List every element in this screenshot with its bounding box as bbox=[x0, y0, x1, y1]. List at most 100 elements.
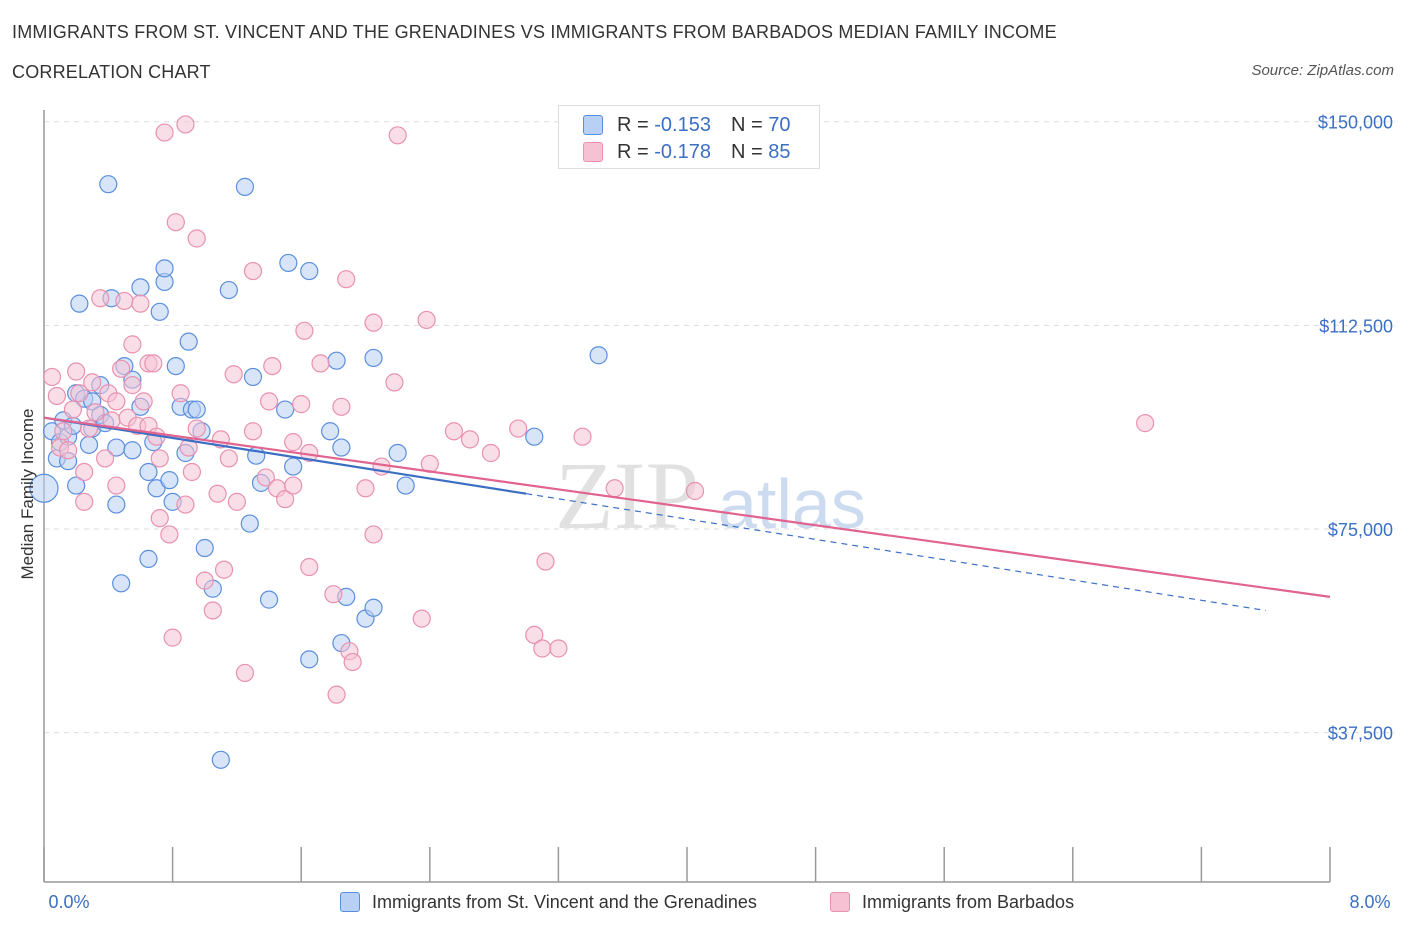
blue-trend-line bbox=[43, 416, 527, 495]
trend-layer bbox=[43, 416, 1331, 612]
legend-row-series1: R = -0.153 N = 70 bbox=[583, 112, 790, 138]
pink-point bbox=[134, 392, 153, 411]
bottom-legend-series2: Immigrants from Barbados bbox=[830, 889, 1074, 915]
blue-point bbox=[300, 261, 319, 281]
y-axis-title: Median Family Income bbox=[18, 408, 37, 579]
pink-point bbox=[364, 525, 383, 544]
pink-point bbox=[536, 552, 555, 571]
blue-point bbox=[150, 302, 169, 321]
pink-point bbox=[182, 462, 201, 482]
pink-point bbox=[460, 430, 480, 449]
pink-point bbox=[284, 433, 303, 452]
blue-point bbox=[139, 462, 158, 482]
legend-r-value: -0.153 bbox=[654, 113, 711, 136]
blue-point bbox=[160, 471, 179, 490]
blue-point bbox=[240, 514, 259, 533]
blue-point bbox=[525, 427, 544, 446]
pink-point bbox=[176, 115, 195, 134]
bottom-legend-label: Immigrants from Barbados bbox=[862, 891, 1075, 912]
pink-point bbox=[208, 484, 227, 503]
pink-point bbox=[91, 289, 110, 308]
legend-n-label: N = bbox=[730, 113, 763, 136]
pink-point bbox=[47, 386, 66, 406]
watermark: ZIP atlas bbox=[555, 442, 866, 549]
legend-swatch-blue bbox=[583, 115, 603, 135]
pink-point bbox=[70, 384, 89, 403]
x-tick-label: 8.0% bbox=[1349, 892, 1390, 912]
blue-point bbox=[589, 346, 608, 365]
pink-point bbox=[263, 356, 282, 376]
pink-point bbox=[311, 354, 330, 373]
pink-point bbox=[171, 384, 190, 403]
legend-n-value: 70 bbox=[768, 113, 791, 136]
blue-point bbox=[300, 650, 319, 669]
pink-point bbox=[300, 557, 319, 577]
points-layer bbox=[29, 115, 1155, 769]
pink-point bbox=[324, 585, 343, 604]
pink-point bbox=[160, 525, 179, 544]
blue-point bbox=[259, 590, 279, 609]
pink-point bbox=[685, 481, 705, 501]
y-tick-label: $112,500 bbox=[1319, 316, 1393, 336]
legend-r-label: R = bbox=[617, 140, 649, 163]
blue-point bbox=[388, 443, 407, 463]
pink-point bbox=[364, 313, 383, 332]
pink-point bbox=[235, 663, 255, 683]
blue-point bbox=[327, 351, 346, 370]
pink-point bbox=[276, 490, 295, 509]
pink-point bbox=[481, 443, 500, 463]
pink-point bbox=[337, 270, 356, 289]
blue-point bbox=[179, 332, 198, 351]
blue-point bbox=[219, 280, 238, 300]
blue-point bbox=[147, 479, 166, 498]
pink-point bbox=[444, 422, 464, 441]
legend-r-value: -0.178 bbox=[654, 140, 711, 163]
pink-point bbox=[292, 395, 311, 414]
blue-point bbox=[112, 574, 131, 593]
pink-point bbox=[195, 571, 214, 590]
bottom-legend-swatch-pink bbox=[830, 892, 850, 912]
pink-point bbox=[67, 362, 86, 381]
pink-point bbox=[115, 291, 134, 311]
pink-point bbox=[356, 479, 375, 498]
pink-point bbox=[95, 449, 115, 468]
correlation-legend: R = -0.153 N = 70 R = -0.178 N = 85 bbox=[558, 105, 820, 169]
pink-point bbox=[385, 373, 404, 392]
pink-point bbox=[214, 560, 234, 579]
blue-trend-extension bbox=[526, 493, 1266, 612]
pink-point bbox=[150, 509, 169, 528]
chart-subtitle: CORRELATION CHART bbox=[12, 62, 211, 82]
label-layer: $37,500 $75,000 $112,500 $150,000 0.0% 8.0% bbox=[48, 113, 1393, 912]
y-tick-label: $150,000 bbox=[1318, 113, 1393, 133]
pink-point bbox=[388, 126, 407, 145]
pink-point bbox=[1136, 414, 1155, 433]
blue-point bbox=[99, 175, 118, 194]
bottom-legend-swatch-blue bbox=[340, 892, 360, 912]
source-label: Source: ZipAtlas.com bbox=[1251, 62, 1394, 79]
blue-point bbox=[187, 400, 206, 419]
pink-point bbox=[86, 403, 105, 422]
pink-point bbox=[150, 449, 169, 468]
pink-point bbox=[605, 479, 624, 498]
pink-point bbox=[227, 492, 246, 511]
pink-point bbox=[187, 229, 206, 248]
pink-point bbox=[243, 261, 263, 281]
pink-point bbox=[243, 422, 263, 441]
pink-point bbox=[75, 462, 94, 482]
watermark-atlas: atlas bbox=[718, 465, 866, 543]
blue-point bbox=[276, 400, 295, 419]
y-tick-label: $37,500 bbox=[1328, 724, 1393, 744]
pink-point bbox=[59, 441, 78, 460]
pink-point bbox=[533, 639, 552, 658]
blue-point bbox=[166, 356, 185, 376]
blue-point bbox=[235, 177, 255, 196]
pink-point bbox=[123, 376, 142, 395]
pink-point bbox=[144, 354, 163, 373]
pink-point bbox=[573, 427, 592, 446]
pink-point bbox=[107, 392, 126, 411]
blue-point bbox=[29, 473, 59, 503]
legend-n-value: 85 bbox=[768, 140, 791, 163]
blue-point bbox=[332, 438, 351, 457]
pink-point bbox=[295, 321, 314, 340]
